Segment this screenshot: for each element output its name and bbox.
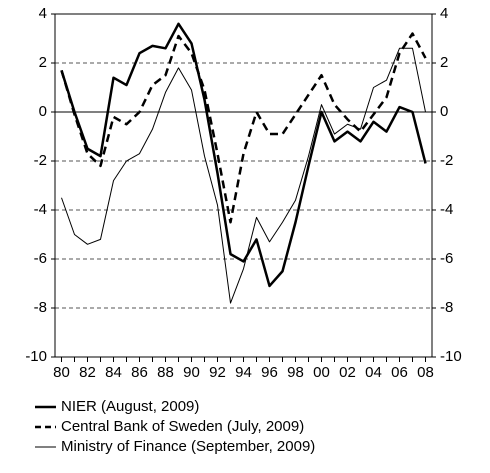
y-tick-label: -10 [25,348,47,365]
y2-tick-label: -6 [440,250,453,267]
y2-tick-label: -10 [440,348,462,365]
series-line [60,32,427,224]
plot-frame [54,13,433,358]
x-tick-label: 92 [209,364,226,381]
x-tick-label: 94 [235,364,252,381]
y-tick-label: -8 [34,299,47,316]
x-tick-label: 98 [287,364,304,381]
series-line [60,22,427,288]
y2-tick-label: 4 [440,5,448,22]
y2-tick-label: -4 [440,201,453,218]
y-tick-label: 4 [39,5,47,22]
series-line [61,47,426,304]
y2-tick-label: 2 [440,54,448,71]
y2-tick-label: -2 [440,152,453,169]
x-tick-label: 08 [417,364,434,381]
x-tick-label: 90 [183,364,200,381]
x-tick-label: 02 [339,364,356,381]
y2-tick-label: -8 [440,299,453,316]
x-tick-label: 96 [261,364,278,381]
x-tick-label: 06 [391,364,408,381]
y2-tick-label: 0 [440,103,448,120]
x-tick-label: 88 [157,364,174,381]
legend-label: Central Bank of Sweden (July, 2009) [61,418,304,435]
legend-label: NIER (August, 2009) [61,398,199,415]
x-tick-label: 04 [365,364,382,381]
y-tick-label: -4 [34,201,47,218]
y-tick-label: 2 [39,54,47,71]
x-tick-label: 00 [313,364,330,381]
y-tick-label: -6 [34,250,47,267]
x-tick-label: 80 [53,364,70,381]
y-tick-label: 0 [39,103,47,120]
x-tick-label: 84 [105,364,122,381]
legend-label: Ministry of Finance (September, 2009) [61,438,315,455]
x-tick-label: 86 [131,364,148,381]
x-tick-label: 82 [79,364,96,381]
y-tick-label: -2 [34,152,47,169]
